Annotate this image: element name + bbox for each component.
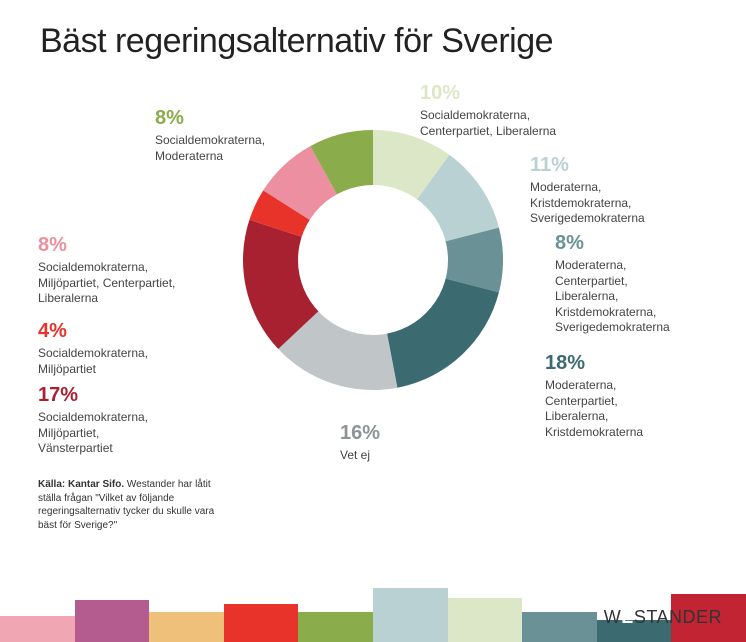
pct-s_m: 8% — [155, 105, 265, 131]
page-title: Bäst regeringsalternativ för Sverige — [0, 0, 746, 61]
text-s_m: Socialdemokraterna,Moderaterna — [155, 133, 265, 163]
label-s_mp: 4%Socialdemokraterna,Miljöpartiet — [38, 318, 148, 377]
text-m_c_l_kd: Moderaterna,Centerpartiet,Liberalerna,Kr… — [545, 378, 643, 439]
label-s_mp_v: 17%Socialdemokraterna,Miljöpartiet,Vänst… — [38, 382, 148, 457]
bar-1 — [75, 600, 150, 642]
text-vetej: Vet ej — [340, 448, 370, 462]
label-s_c_l: 10%Socialdemokraterna,Centerpartiet, Lib… — [420, 80, 556, 139]
brand-pre: W — [604, 607, 622, 627]
bar-4 — [298, 612, 373, 642]
pct-s_c_l: 10% — [420, 80, 556, 106]
source-prefix: Källa: Kantar Sifo. — [38, 479, 127, 490]
bar-7 — [522, 612, 597, 642]
text-s_mp_v: Socialdemokraterna,Miljöpartiet,Vänsterp… — [38, 410, 148, 455]
bar-3 — [224, 604, 299, 642]
source-note: Källa: Kantar Sifo. Westander har låtit … — [38, 478, 233, 532]
bar-5 — [373, 588, 448, 642]
text-s_mp: Socialdemokraterna,Miljöpartiet — [38, 346, 148, 376]
pct-m_c_l_kd_sd: 8% — [555, 230, 670, 256]
donut-inner-circle — [298, 185, 448, 335]
pct-s_mp: 4% — [38, 318, 148, 344]
text-s_c_l: Socialdemokraterna,Centerpartiet, Libera… — [420, 108, 556, 138]
text-s_mp_c_l: Socialdemokraterna,Miljöpartiet, Centerp… — [38, 260, 175, 305]
pct-vetej: 16% — [340, 420, 380, 446]
pct-s_mp_c_l: 8% — [38, 232, 175, 258]
pct-m_kd_sd: 11% — [530, 152, 645, 178]
bar-6 — [448, 598, 523, 642]
label-m_kd_sd: 11%Moderaterna,Kristdemokraterna,Sverige… — [530, 152, 645, 227]
label-m_c_l_kd_sd: 8%Moderaterna,Centerpartiet,Liberalerna,… — [555, 230, 670, 336]
infographic-canvas: Bäst regeringsalternativ för Sverige 10%… — [0, 0, 746, 642]
brand-logo: WESTANDER — [604, 607, 722, 628]
brand-post: STANDER — [634, 607, 722, 627]
bar-2 — [149, 612, 224, 642]
donut-chart — [243, 130, 503, 390]
label-s_m: 8%Socialdemokraterna,Moderaterna — [155, 105, 265, 164]
pct-s_mp_v: 17% — [38, 382, 148, 408]
pct-m_c_l_kd: 18% — [545, 350, 643, 376]
label-m_c_l_kd: 18%Moderaterna,Centerpartiet,Liberalerna… — [545, 350, 643, 440]
text-m_c_l_kd_sd: Moderaterna,Centerpartiet,Liberalerna,Kr… — [555, 258, 670, 334]
bar-0 — [0, 616, 75, 642]
label-vetej: 16% Vet ej — [340, 420, 380, 464]
brand-e: E — [621, 607, 634, 628]
text-m_kd_sd: Moderaterna,Kristdemokraterna,Sverigedem… — [530, 180, 645, 225]
label-s_mp_c_l: 8%Socialdemokraterna,Miljöpartiet, Cente… — [38, 232, 175, 307]
donut-svg — [243, 130, 503, 390]
